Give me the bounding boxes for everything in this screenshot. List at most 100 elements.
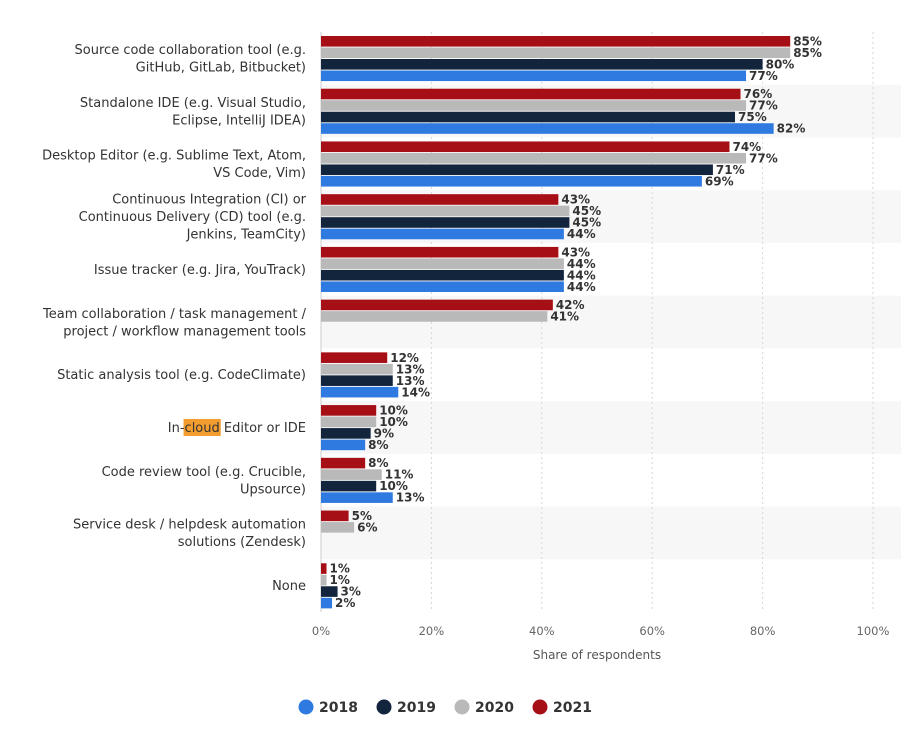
value-label: 2% — [335, 596, 355, 610]
bar-2020[interactable] — [321, 152, 747, 164]
bar-2021[interactable] — [321, 352, 388, 363]
value-label: 5% — [352, 509, 372, 523]
legend-swatch — [532, 699, 548, 715]
category-label: Upsource) — [240, 482, 306, 497]
value-label: 74% — [732, 140, 761, 154]
value-label: 44% — [567, 280, 596, 294]
value-labels: 85%85%80%77%76%77%75%82%74%77%71%69%43%4… — [330, 34, 822, 610]
bar-2021[interactable] — [321, 457, 366, 469]
value-label: 43% — [561, 245, 590, 259]
bar-2021[interactable] — [321, 194, 559, 205]
value-label: 6% — [357, 520, 377, 534]
value-label: 71% — [716, 163, 745, 177]
x-tick-label: 80% — [750, 624, 776, 638]
value-label: 3% — [341, 585, 361, 599]
x-axis-ticks: 0% 20% 40% 60% 80% 100% — [312, 624, 890, 638]
legend-item-2021[interactable]: 2021 — [532, 699, 592, 717]
bar-2019[interactable] — [321, 217, 570, 228]
value-label: 1% — [330, 573, 350, 587]
category-label: Service desk / helpdesk automation — [73, 518, 306, 533]
legend-item-2018[interactable]: 2018 — [298, 699, 358, 717]
bars — [321, 36, 791, 609]
highlight-marker — [183, 418, 221, 436]
bar-2020[interactable] — [321, 311, 548, 322]
bar-2018[interactable] — [321, 228, 564, 240]
legend-label: 2018 — [319, 700, 358, 716]
x-tick-label: 40% — [529, 624, 555, 638]
bar-2020[interactable] — [321, 522, 355, 533]
bar-2021[interactable] — [321, 88, 741, 100]
bar-2019[interactable] — [321, 59, 763, 70]
bar-2021[interactable] — [321, 405, 377, 416]
category-label: solutions (Zendesk) — [178, 535, 306, 550]
category-label: GitHub, GitLab, Bitbucket) — [136, 61, 306, 76]
bar-2021[interactable] — [321, 510, 349, 522]
bar-2019[interactable] — [321, 428, 371, 439]
value-label: 9% — [374, 426, 394, 440]
bar-2021[interactable] — [321, 563, 327, 574]
bar-2021[interactable] — [321, 299, 553, 311]
value-label: 69% — [705, 174, 734, 188]
value-label: 12% — [390, 351, 419, 365]
legend-item-2020[interactable]: 2020 — [454, 699, 515, 717]
bar-2020[interactable] — [321, 205, 570, 217]
category-labels: Source code collaboration tool (e.g. GitH… — [42, 43, 307, 594]
x-axis-title: Share of respondents — [533, 648, 661, 662]
bar-2018[interactable] — [321, 281, 564, 293]
bar-2019[interactable] — [321, 375, 393, 386]
bar-2019[interactable] — [321, 586, 338, 597]
category-label: Team collaboration / task management / — [42, 307, 307, 322]
bar-2021[interactable] — [321, 246, 559, 258]
value-label: 42% — [556, 298, 585, 312]
bar-2019[interactable] — [321, 269, 564, 281]
value-label: 85% — [793, 34, 822, 48]
highlighted-word: cloud — [185, 421, 220, 436]
bar-2020[interactable] — [321, 100, 747, 111]
value-label: 85% — [793, 46, 822, 60]
bar-2020[interactable] — [321, 416, 377, 428]
bar-2019[interactable] — [321, 164, 713, 176]
bar-2018[interactable] — [321, 439, 366, 451]
bar-2019[interactable] — [321, 480, 377, 492]
bar-2018[interactable] — [321, 70, 747, 82]
value-label: 41% — [550, 310, 579, 324]
value-label: 8% — [368, 438, 388, 452]
category-label: Continuous Delivery (CD) tool (e.g. — [79, 210, 306, 225]
category-label: None — [272, 579, 306, 594]
legend[interactable]: 2018 2019 2020 2021 — [298, 699, 592, 717]
bar-2020[interactable] — [321, 47, 791, 59]
legend-swatch — [454, 699, 470, 715]
value-label: 76% — [744, 87, 773, 101]
bar-2020[interactable] — [321, 363, 393, 375]
bar-2020[interactable] — [321, 469, 382, 480]
value-label: 8% — [368, 456, 388, 470]
bar-2018[interactable] — [321, 492, 393, 503]
bar-2018[interactable] — [321, 175, 702, 187]
bar-2020[interactable] — [321, 258, 564, 270]
category-label: Standalone IDE (e.g. Visual Studio, — [80, 96, 306, 111]
value-label: 44% — [567, 227, 596, 241]
legend-item-2019[interactable]: 2019 — [376, 699, 436, 717]
bar-2018[interactable] — [321, 386, 399, 398]
x-tick-label: 100% — [857, 624, 890, 638]
value-label: 77% — [749, 151, 778, 165]
category-label: In-cloud Editor or IDE — [168, 421, 306, 436]
value-label: 14% — [401, 385, 430, 399]
value-label: 80% — [766, 57, 795, 71]
value-label: 77% — [749, 99, 778, 113]
category-band — [321, 506, 901, 560]
bar-2021[interactable] — [321, 36, 791, 47]
bar-2020[interactable] — [321, 574, 327, 586]
value-label: 11% — [385, 468, 414, 482]
bar-2019[interactable] — [321, 111, 735, 123]
value-label: 13% — [396, 491, 425, 505]
bar-2021[interactable] — [321, 141, 730, 153]
category-label: Issue tracker (e.g. Jira, YouTrack) — [94, 263, 306, 278]
category-label: VS Code, Vim) — [213, 166, 306, 181]
category-label: Jenkins, TeamCity) — [186, 228, 306, 243]
bar-2018[interactable] — [321, 597, 333, 609]
bar-2018[interactable] — [321, 123, 774, 134]
value-label: 13% — [396, 374, 425, 388]
category-label: Desktop Editor (e.g. Sublime Text, Atom, — [42, 149, 306, 164]
